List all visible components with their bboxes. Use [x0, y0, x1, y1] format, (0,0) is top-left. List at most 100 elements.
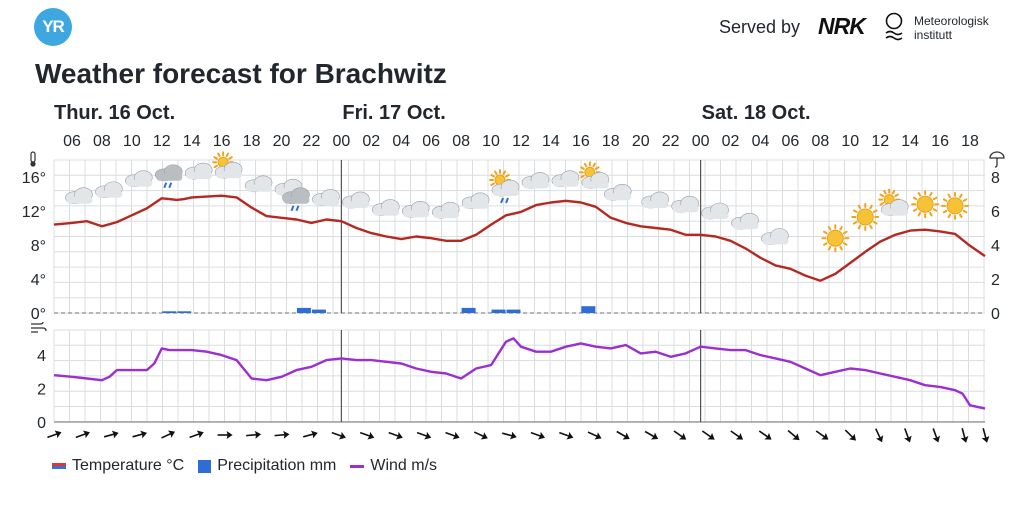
wind-arrow [815, 430, 829, 440]
sun-ray [959, 213, 963, 219]
hour-tick-label: 14 [183, 133, 201, 150]
cloud-base [732, 222, 759, 230]
met-institute-icon [885, 12, 903, 41]
cloud-icon [431, 201, 460, 219]
sun-ray [228, 156, 233, 160]
cloud-base [522, 181, 549, 189]
precipitation-bar [506, 309, 521, 313]
precipitation-tick-label: 8 [991, 170, 1000, 187]
sun-disc [856, 208, 874, 226]
precipitation-bar [311, 309, 326, 313]
sun-ray [490, 174, 495, 178]
temperature-line [53, 194, 986, 282]
wind-arrow-head [395, 431, 403, 440]
hour-tick-label: 14 [542, 133, 560, 150]
wind-arrow [473, 431, 488, 440]
wind-arrow [359, 431, 375, 440]
met-institute-logo[interactable]: Meteorologisk institutt [914, 14, 989, 42]
sun-ray [912, 196, 918, 201]
legend-precipitation-label: Precipitation mm [217, 457, 337, 474]
wind-arrow-head [538, 431, 546, 440]
wind-arrow [189, 430, 204, 439]
wind-tick-label: 2 [37, 382, 46, 399]
hour-tick-label: 10 [123, 133, 141, 150]
sun-ray [592, 162, 596, 168]
hour-tick-label: 18 [243, 133, 261, 150]
sun-ray [883, 189, 887, 195]
wind-arrow-head [566, 431, 574, 440]
sun-ray [942, 198, 948, 202]
precipitation-bar [461, 307, 476, 313]
moon-shape [801, 241, 809, 256]
wind-arrow [161, 430, 176, 439]
wind-arrow [932, 428, 941, 443]
day-label: Fri. 17 Oct. [342, 102, 445, 124]
moon-cloud-icon [603, 179, 632, 201]
met-logo-line2: institutt [914, 28, 953, 42]
sun-disc [946, 197, 964, 215]
sun-ray [912, 208, 918, 212]
wind-arrow [75, 430, 90, 439]
sun-rain-cloud-icon [489, 169, 520, 204]
moon-cloud-icon [731, 208, 759, 230]
wind-arrow-head [509, 431, 517, 440]
sun-icon [941, 191, 970, 220]
precipitation-swatch [198, 459, 212, 473]
moon-cloud-icon [401, 196, 430, 218]
forecast-chart: Thur. 16 Oct. Fri. 17 Oct. Sat. 18 Oct.06 0… [22, 102, 1005, 443]
legend-wind-label: Wind m/s [370, 457, 438, 474]
precipitation-bar [177, 311, 192, 313]
hour-tick-label: 20 [273, 133, 291, 150]
wind-arrow [445, 431, 460, 440]
wind-line [53, 337, 986, 410]
wind-arrow-head [932, 435, 941, 443]
wind-arrow-head [452, 431, 460, 440]
sun-ray [929, 211, 933, 217]
hour-tick-label: 08 [452, 133, 470, 150]
wind-arrow-head [594, 432, 602, 440]
wind-tick-label: 4 [37, 348, 46, 365]
sun-cloud-icon [578, 161, 610, 189]
wind-arrow-head [82, 430, 90, 439]
sun-ray [959, 193, 963, 199]
nrk-logo[interactable]: NRK [818, 13, 866, 39]
wind-arrow [844, 429, 856, 441]
rain-drop [505, 197, 509, 204]
temperature-tick-label: 8° [31, 238, 46, 255]
sun-ray [213, 164, 219, 169]
hour-tick-label: 04 [752, 133, 770, 150]
wind-arrow-head [480, 432, 488, 440]
hour-tick-label: 12 [153, 133, 171, 150]
wind-arrow-head [960, 435, 969, 443]
sun-ray [869, 204, 873, 210]
wind-arrow [787, 429, 800, 441]
hour-tick-label: 12 [871, 133, 889, 150]
sun-ray [869, 224, 873, 230]
sun-ray [932, 208, 938, 212]
sun-ray [929, 191, 933, 197]
temperature-tick-label: 0° [31, 306, 46, 323]
sun-ray [962, 198, 968, 202]
hour-tick-label: 06 [63, 133, 81, 150]
cloud-base [96, 190, 123, 198]
sun-ray [872, 220, 878, 225]
cloud-icon [641, 191, 670, 209]
sun-ray [879, 202, 885, 206]
cloud-base [463, 201, 490, 209]
hour-tick-label: 22 [662, 133, 680, 150]
hour-tick-label: 02 [722, 133, 740, 150]
met-logo-line1: Meteorologisk [914, 14, 989, 28]
hour-tick-label: 06 [782, 133, 800, 150]
wind-arrow [644, 430, 659, 440]
cloud-base [373, 208, 400, 216]
wind-arrow-head [821, 432, 829, 440]
thermometer-bulb [30, 161, 36, 167]
yr-logo[interactable]: YR [34, 8, 72, 46]
hour-tick-label: 12 [512, 133, 530, 150]
sun-ray [823, 242, 828, 246]
hour-tick-label: 16 [931, 133, 949, 150]
temperature-tick-label: 4° [31, 272, 46, 289]
wind-arrow [587, 431, 602, 440]
sun-disc [826, 229, 844, 247]
cloud-base [605, 193, 632, 201]
